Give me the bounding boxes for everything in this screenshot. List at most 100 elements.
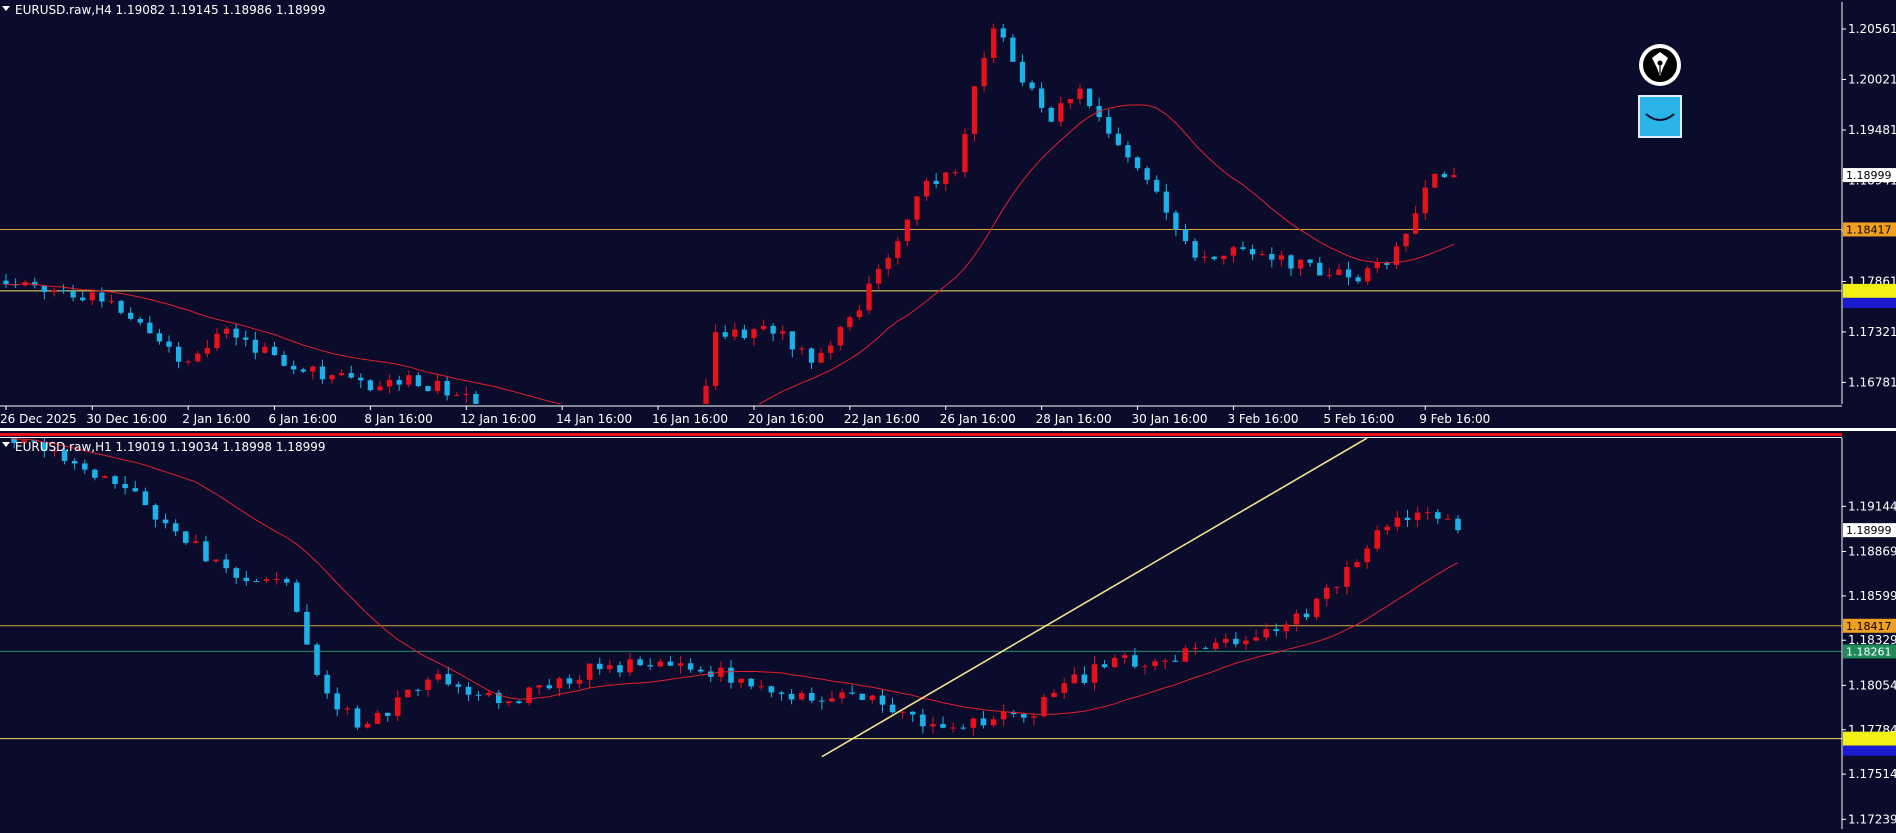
candle — [788, 689, 795, 705]
level-price-tag: 1.18261 — [1843, 644, 1896, 659]
candle — [627, 652, 633, 677]
candle — [837, 325, 843, 351]
candle — [386, 374, 393, 394]
candle — [1269, 247, 1275, 268]
candle — [82, 459, 88, 474]
candle — [166, 335, 172, 353]
moving-average-line — [5, 104, 1455, 404]
pane-separator[interactable] — [0, 428, 1896, 438]
candle — [697, 666, 704, 674]
h4-chart-pane[interactable]: 1.205611.200211.194811.189411.184011.178… — [0, 2, 1896, 447]
candle — [1051, 689, 1057, 699]
candle — [617, 661, 623, 677]
h1-pane-header[interactable]: EURUSD.raw,H1 1.19019 1.19034 1.18998 1.… — [2, 440, 325, 454]
candle — [839, 688, 845, 704]
drawing-tools[interactable] — [1638, 44, 1682, 138]
candle — [1222, 633, 1229, 648]
candle — [1263, 623, 1269, 641]
candle — [1414, 506, 1421, 527]
candle — [899, 711, 906, 719]
candle — [703, 378, 709, 404]
candle — [780, 325, 786, 340]
candle — [1344, 560, 1350, 595]
candle — [271, 341, 278, 356]
candle — [799, 345, 805, 355]
candle — [818, 348, 824, 363]
candle — [1354, 559, 1360, 569]
candle — [778, 690, 785, 701]
candle — [1384, 523, 1391, 536]
candle — [1192, 238, 1198, 261]
candle — [1021, 712, 1027, 723]
candle — [1323, 583, 1330, 607]
candle — [889, 697, 896, 714]
candle — [1283, 621, 1290, 639]
fountain-pen-icon[interactable] — [1639, 44, 1681, 86]
candle — [61, 447, 68, 465]
candle — [1142, 663, 1148, 675]
candle — [263, 577, 270, 583]
candle — [1096, 98, 1102, 122]
candle — [334, 687, 340, 717]
candle — [1455, 515, 1461, 534]
candle — [1152, 658, 1158, 671]
candle — [866, 276, 872, 315]
time-tick-label: 26 Jan 16:00 — [940, 412, 1016, 426]
candle — [904, 218, 911, 247]
candle — [142, 487, 149, 506]
candle — [596, 657, 603, 675]
price-tick-label: 1.19144 — [1848, 499, 1896, 513]
collapse-triangle-icon[interactable] — [2, 6, 10, 11]
candle — [425, 676, 431, 697]
candle — [291, 360, 297, 375]
candle — [463, 386, 469, 403]
collapse-triangle-icon[interactable] — [2, 442, 10, 447]
candle — [132, 480, 139, 492]
candle — [869, 694, 876, 704]
candle — [156, 328, 163, 345]
price-tick-label: 1.17321 — [1848, 325, 1896, 339]
candle — [203, 535, 209, 563]
h1-chart-pane[interactable]: 1.191441.188691.185991.183291.180541.177… — [0, 427, 1896, 829]
candle — [1122, 652, 1128, 664]
candle — [856, 305, 863, 320]
candle — [1326, 267, 1332, 279]
candle — [128, 307, 134, 321]
candle — [1413, 206, 1419, 235]
moving-average-line — [10, 438, 1459, 715]
time-tick-label: 6 Jan 16:00 — [269, 412, 337, 426]
candle — [741, 324, 748, 340]
candle — [445, 666, 452, 687]
plot-area — [0, 438, 1842, 758]
candle — [396, 375, 402, 391]
candle — [1317, 256, 1323, 276]
candle — [687, 658, 694, 673]
candle — [940, 716, 946, 729]
svg-text:1.18999: 1.18999 — [1846, 169, 1892, 182]
candle — [374, 710, 381, 724]
candle — [1393, 241, 1400, 269]
candle — [162, 513, 169, 529]
candle — [895, 236, 901, 265]
candle — [1086, 88, 1093, 109]
candle — [367, 379, 374, 392]
candle — [526, 686, 532, 706]
candle — [1182, 645, 1189, 663]
candle — [849, 684, 855, 695]
candle — [991, 23, 997, 63]
smiley-face-icon[interactable] — [1638, 95, 1682, 138]
candle — [11, 438, 17, 449]
candle — [71, 457, 78, 470]
svg-text:1.18417: 1.18417 — [1846, 620, 1892, 633]
trendline[interactable] — [821, 438, 1368, 758]
candle — [310, 365, 316, 380]
candle — [1404, 509, 1411, 528]
candle — [358, 373, 364, 389]
candle — [152, 503, 159, 528]
candle — [732, 322, 738, 341]
h4-pane-header[interactable]: EURUSD.raw,H4 1.19082 1.19145 1.18986 1.… — [2, 3, 325, 17]
candle — [920, 708, 926, 734]
candle — [252, 331, 258, 360]
candle — [962, 128, 968, 178]
